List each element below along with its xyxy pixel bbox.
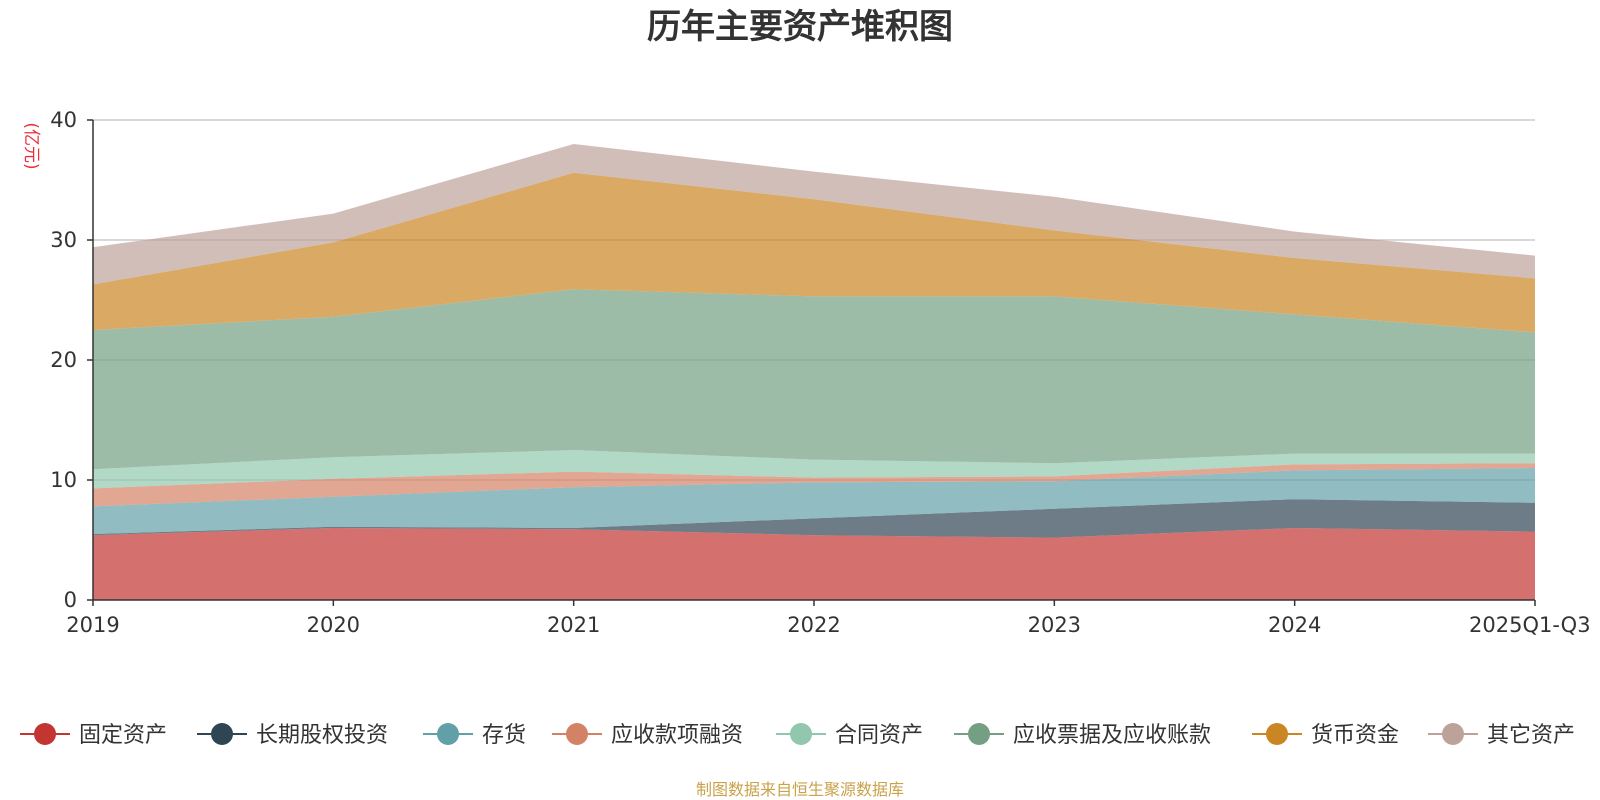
legend-label-4: 合同资产: [835, 723, 923, 748]
legend-marker-5: [968, 723, 990, 745]
x-tick-label-2: 2021: [547, 613, 600, 637]
y-tick-label-0: 0: [64, 588, 77, 612]
x-tick-label-0: 2019: [66, 613, 119, 637]
x-tick-label-3: 2022: [787, 613, 840, 637]
area-series-7: [93, 144, 1535, 285]
chart-title: 历年主要资产堆积图: [647, 7, 953, 47]
legend-label-6: 货币资金: [1311, 723, 1399, 748]
legend-label-5: 应收票据及应收账款: [1013, 723, 1211, 748]
legend-item-6: 货币资金: [1252, 723, 1399, 748]
y-axis-unit-label: (亿元): [21, 122, 41, 169]
legend-marker-1: [211, 723, 233, 745]
legend-label-2: 存货: [482, 723, 526, 748]
legend-item-5: 应收票据及应收账款: [954, 723, 1211, 748]
area-series-2: [93, 468, 1535, 534]
x-tick-label-6: 2025Q1-Q3: [1469, 613, 1591, 637]
legend-marker-0: [34, 723, 56, 745]
legend-label-7: 其它资产: [1487, 723, 1575, 748]
area-series-3: [93, 463, 1535, 507]
area-series-5: [93, 289, 1535, 470]
x-tick-label-5: 2024: [1268, 613, 1321, 637]
x-tick-label-4: 2023: [1028, 613, 1081, 637]
y-axis-ticks: 0 10 20 30 40: [50, 108, 93, 612]
x-axis-ticks: 2019 2020 2021 2022 2023 2024 2025Q1-Q3: [66, 600, 1591, 637]
legend-marker-3: [566, 723, 588, 745]
area-series-6: [93, 172, 1535, 333]
y-tick-label-30: 30: [50, 228, 77, 252]
legend-item-3: 应收款项融资: [552, 723, 743, 748]
area-series-0: [93, 528, 1535, 600]
legend-item-7: 其它资产: [1428, 723, 1575, 748]
legend-item-1: 长期股权投资: [197, 723, 388, 748]
legend-marker-7: [1442, 723, 1464, 745]
legend-marker-4: [790, 723, 812, 745]
legend-item-4: 合同资产: [776, 723, 923, 748]
legend-label-3: 应收款项融资: [611, 723, 743, 748]
x-tick-label-1: 2020: [307, 613, 360, 637]
area-series-4: [93, 450, 1535, 489]
data-source-note: 制图数据来自恒生聚源数据库: [696, 780, 904, 799]
legend-item-0: 固定资产: [20, 723, 167, 748]
legend-marker-6: [1266, 723, 1288, 745]
y-tick-label-10: 10: [50, 468, 77, 492]
legend-marker-2: [437, 723, 459, 745]
legend-label-0: 固定资产: [79, 723, 167, 748]
legend-item-2: 存货: [423, 723, 526, 748]
y-tick-label-40: 40: [50, 108, 77, 132]
legend-label-1: 长期股权投资: [256, 723, 388, 748]
legend: 固定资产 长期股权投资 存货 应收款项融资 合同资产 应收票据及应收账款 货币资金 其它资产: [20, 723, 1575, 748]
stacked-areas: [93, 144, 1535, 600]
y-tick-label-20: 20: [50, 348, 77, 372]
